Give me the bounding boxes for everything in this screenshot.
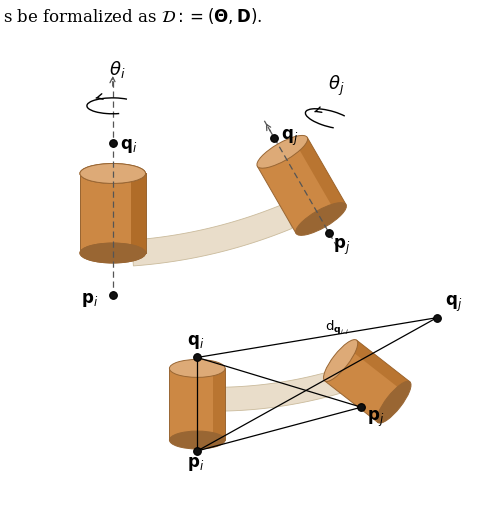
Polygon shape [169,368,225,440]
Ellipse shape [257,135,308,168]
Polygon shape [80,174,146,253]
Polygon shape [132,205,292,266]
Text: $\mathbf{p}_{j}$: $\mathbf{p}_{j}$ [333,237,350,257]
Text: $\mathrm{d}_{\mathbf{q}_{i,j}}$: $\mathrm{d}_{\mathbf{q}_{i,j}}$ [325,319,349,337]
Ellipse shape [296,203,347,235]
Text: $\mathbf{p}_{j}$: $\mathbf{p}_{j}$ [367,409,385,429]
Text: $\mathbf{q}_{j}$: $\mathbf{q}_{j}$ [445,294,462,314]
Polygon shape [325,340,410,423]
Text: $\mathbf{q}_{i}$: $\mathbf{q}_{i}$ [187,333,204,351]
Text: $\mathbf{q}_{j}$: $\mathbf{q}_{j}$ [281,128,299,148]
Ellipse shape [169,359,225,377]
Text: $\mathbf{q}_{i}$: $\mathbf{q}_{i}$ [120,137,137,154]
Ellipse shape [377,381,411,423]
Polygon shape [257,137,346,234]
Polygon shape [212,368,225,440]
Polygon shape [296,137,346,211]
Ellipse shape [80,243,146,263]
Text: $\mathbf{p}_{i}$: $\mathbf{p}_{i}$ [187,455,204,473]
Polygon shape [131,174,146,253]
Ellipse shape [323,340,358,381]
Polygon shape [349,340,410,391]
Text: $\theta_i$: $\theta_i$ [109,59,126,80]
Text: $\mathbf{p}_{i}$: $\mathbf{p}_{i}$ [81,291,98,309]
Ellipse shape [169,431,225,449]
Polygon shape [131,174,146,253]
Polygon shape [217,365,358,411]
Ellipse shape [80,164,146,183]
Polygon shape [80,174,146,253]
Text: $\theta_j$: $\theta_j$ [328,74,345,98]
Ellipse shape [80,243,146,263]
Text: s be formalized as $\mathcal{D} := (\boldsymbol{\Theta}, \mathbf{D})$.: s be formalized as $\mathcal{D} := (\bol… [3,6,263,26]
Ellipse shape [80,164,146,183]
